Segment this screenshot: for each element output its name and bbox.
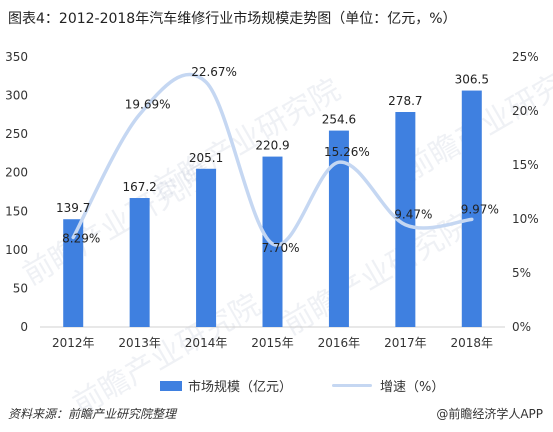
x-tick-label: 2013年: [118, 336, 161, 350]
legend-line-label: 增速（%）: [380, 380, 445, 395]
legend: 市场规模（亿元） 增速（%）: [160, 376, 444, 395]
growth-value-label: 19.69%: [125, 97, 171, 111]
bar-value-label: 205.1: [189, 151, 223, 165]
x-tick-label: 2016年: [318, 336, 361, 350]
brand-label: @前瞻经济学人APP: [436, 407, 543, 421]
y-right-tick-label: 25%: [512, 50, 539, 64]
bar-value-label: 167.2: [122, 180, 156, 194]
y-left-tick-label: 350: [5, 50, 28, 64]
growth-line: [71, 72, 474, 247]
y-left-tick-label: 300: [5, 89, 28, 103]
x-tick-label: 2012年: [52, 336, 95, 350]
y-right-tick-label: 10%: [512, 212, 539, 226]
bar: [63, 219, 84, 327]
x-tick-label: 2014年: [185, 336, 228, 350]
bar: [461, 90, 482, 327]
legend-bar-label: 市场规模（亿元）: [188, 380, 293, 395]
growth-value-label: 8.29%: [62, 231, 100, 245]
bar: [328, 130, 349, 327]
bar: [395, 112, 416, 327]
bar-value-label: 254.6: [322, 113, 356, 127]
y-left-tick-label: 150: [5, 204, 28, 218]
y-right-tick-label: 15%: [512, 158, 539, 172]
y-left-tick-label: 50: [13, 281, 28, 295]
growth-value-label: 22.67%: [191, 65, 237, 79]
y-left-tick-label: 250: [5, 127, 28, 141]
y-left-tick-label: 200: [5, 166, 28, 180]
y-right-tick-label: 5%: [512, 266, 531, 280]
x-tick-label: 2017年: [384, 336, 427, 350]
y-left-tick-label: 100: [5, 243, 28, 257]
bar-value-label: 278.7: [388, 94, 422, 108]
growth-value-label: 15.26%: [324, 145, 370, 159]
bar-value-label: 220.9: [255, 139, 289, 153]
y-left-tick-label: 0: [20, 320, 28, 334]
growth-value-label: 7.70%: [261, 241, 299, 255]
chart-title: 图表4：2012-2018年汽车维修行业市场规模走势图（单位：亿元，%）: [8, 11, 457, 27]
growth-value-label: 9.47%: [394, 208, 432, 222]
bar: [129, 198, 150, 327]
bar-value-label: 306.5: [455, 73, 489, 87]
growth-value-label: 9.97%: [461, 202, 499, 216]
x-tick-label: 2018年: [451, 336, 494, 350]
y-right-tick-label: 0%: [512, 320, 531, 334]
legend-bar-swatch: [160, 380, 182, 391]
legend-line-swatch: [332, 384, 373, 387]
source-note: 资料来源：前瞻产业研究院整理: [8, 407, 177, 421]
bar: [196, 168, 217, 327]
bar-value-label: 139.7: [56, 201, 90, 215]
x-tick-label: 2015年: [251, 336, 294, 350]
y-right-tick-label: 20%: [512, 104, 539, 118]
